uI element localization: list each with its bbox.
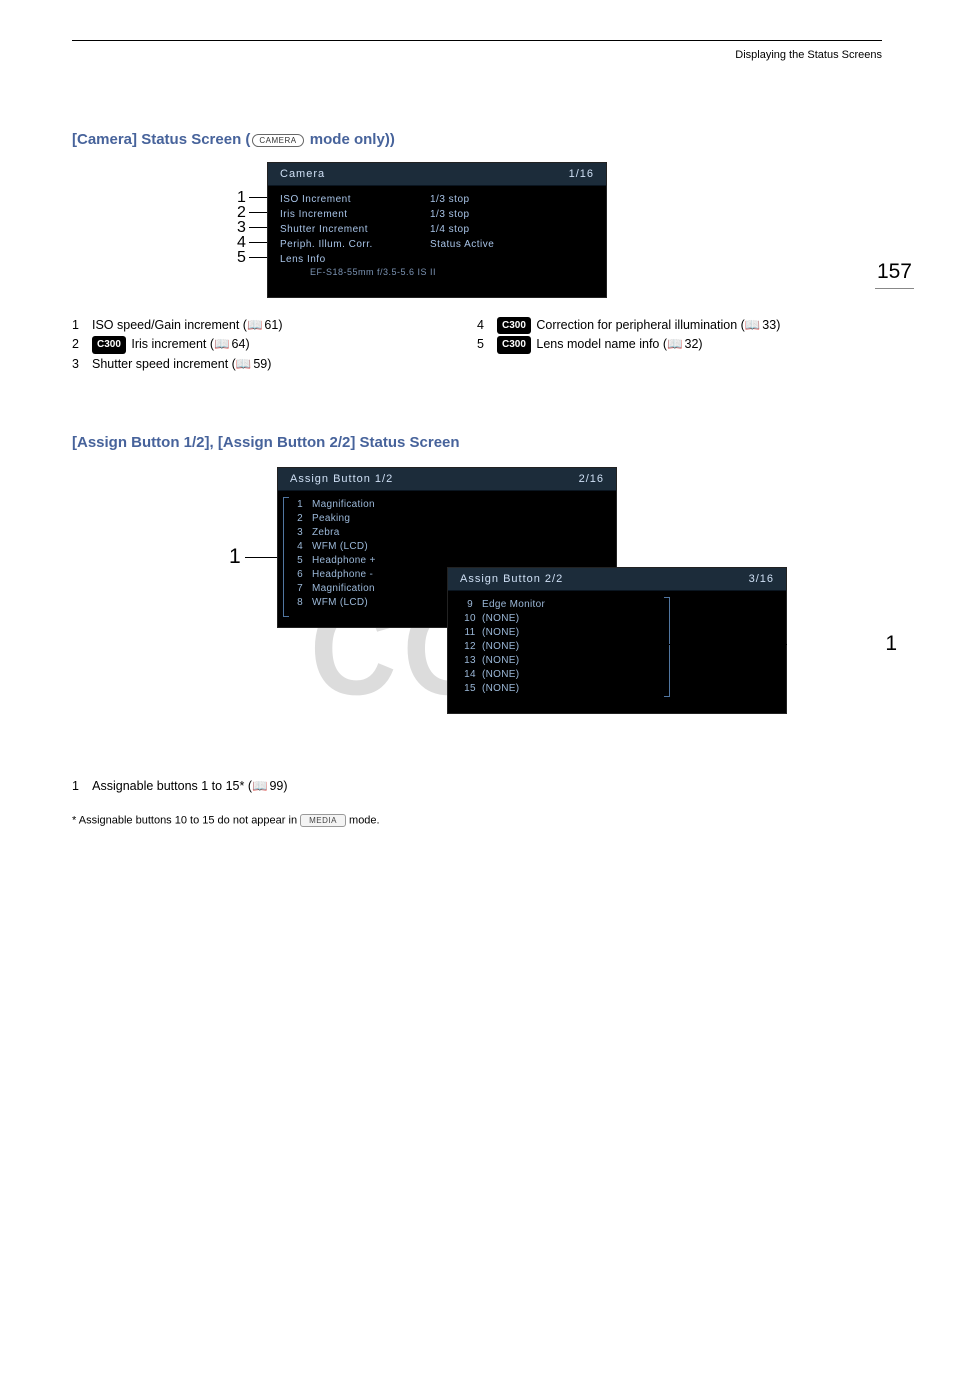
cs-row-label: Lens Info	[280, 254, 430, 265]
page-ref-icon: 📖	[252, 777, 266, 796]
assign2-header: Assign Button 2/2 3/16	[448, 568, 786, 591]
camera-screen-page: 1/16	[569, 168, 594, 180]
cs-row-value: 1/3 stop	[430, 209, 470, 220]
camera-callout-3: 3	[237, 220, 246, 235]
camera-callout-4: 4	[237, 235, 246, 250]
legend-text: C300 Iris increment (📖 64)	[92, 335, 250, 354]
assign-callout-right: 1	[885, 632, 897, 656]
legend-text: C300 Lens model name info (📖 32)	[497, 335, 703, 354]
legend-item: 4 C300 Correction for peripheral illumin…	[477, 316, 882, 335]
legend-num: 3	[72, 355, 92, 374]
page-ref-icon: 📖	[667, 335, 681, 354]
callout-line	[657, 644, 787, 645]
camera-screen-title: Camera	[280, 168, 325, 180]
legend-num: 2	[72, 335, 92, 354]
legend-num: 4	[477, 316, 497, 335]
c300-badge: C300	[497, 336, 531, 354]
camera-callout-2: 2	[237, 205, 246, 220]
legend-num: 5	[477, 335, 497, 354]
page-ref-icon: 📖	[236, 355, 250, 374]
assign2-body: 9Edge Monitor 10(NONE) 11(NONE) 12(NONE)…	[448, 591, 786, 713]
section1-paren-open: (	[245, 131, 250, 148]
cs-row-value: 1/4 stop	[430, 224, 470, 235]
cs-lens-sub: EF-S18-55mm f/3.5-5.6 IS II	[280, 267, 606, 277]
assign2-page: 3/16	[749, 573, 774, 585]
section1-title: [Camera] Status Screen (CAMERA mode only…	[72, 131, 882, 148]
bracket-icon	[283, 497, 289, 617]
section1-paren-text: mode only)	[306, 131, 390, 148]
legend-text: Shutter speed increment (📖 59)	[92, 355, 271, 374]
assign1-page: 2/16	[579, 473, 604, 485]
cs-row-value: Status Active	[430, 239, 494, 250]
cs-row-label: Shutter Increment	[280, 224, 430, 235]
c300-badge: C300	[92, 336, 126, 354]
camera-screen-body: ISO Increment1/3 stop Iris Increment1/3 …	[268, 186, 606, 297]
camera-status-figure: 1 2 3 4 5 Camera 1/16 ISO Increment1/3 s…	[237, 162, 717, 298]
section2-title: [Assign Button 1/2], [Assign Button 2/2]…	[72, 434, 882, 451]
camera-callout-5: 5	[237, 250, 246, 265]
assign1-header: Assign Button 1/2 2/16	[278, 468, 616, 491]
legend-text: ISO speed/Gain increment (📖 61)	[92, 316, 283, 335]
assign2-title: Assign Button 2/2	[460, 573, 563, 585]
callout-line	[245, 557, 281, 558]
legend-item: 2 C300 Iris increment (📖 64)	[72, 335, 477, 354]
section1-title-text: [Camera] Status Screen	[72, 131, 241, 148]
footnote: * Assignable buttons 10 to 15 do not app…	[72, 814, 882, 827]
page-ref-icon: 📖	[247, 316, 261, 335]
assign-legend-item: 1 Assignable buttons 1 to 15* (📖 99)	[72, 777, 882, 796]
legend-item: 1 ISO speed/Gain increment (📖 61)	[72, 316, 477, 335]
assign-button-figure: 1 Assign Button 1/2 2/16 1Magnification …	[157, 467, 797, 747]
cs-row-label: ISO Increment	[280, 194, 430, 205]
cs-row-label: Iris Increment	[280, 209, 430, 220]
camera-callout-numbers: 1 2 3 4 5	[237, 190, 246, 265]
legend-item: 5 C300 Lens model name info (📖 32)	[477, 335, 882, 354]
legend-text: C300 Correction for peripheral illuminat…	[497, 316, 780, 335]
camera-screen-header: Camera 1/16	[268, 163, 606, 186]
assign-button-screen-2: Assign Button 2/2 3/16 9Edge Monitor 10(…	[447, 567, 787, 714]
section1-paren-close: )	[390, 131, 395, 148]
legend-num: 1	[72, 316, 92, 335]
assign1-title: Assign Button 1/2	[290, 473, 393, 485]
cs-row-label: Periph. Illum. Corr.	[280, 239, 430, 250]
legend-item: 3 Shutter speed increment (📖 59)	[72, 355, 477, 374]
media-mode-badge: MEDIA	[300, 814, 346, 827]
camera-status-screen: Camera 1/16 ISO Increment1/3 stop Iris I…	[267, 162, 607, 298]
camera-callout-legend: 1 ISO speed/Gain increment (📖 61) 2 C300…	[72, 316, 882, 374]
header-running-title: Displaying the Status Screens	[0, 41, 954, 61]
bracket-icon	[664, 597, 670, 697]
page-ref-icon: 📖	[745, 316, 759, 335]
camera-callout-1: 1	[237, 190, 246, 205]
cs-row-value: 1/3 stop	[430, 194, 470, 205]
assign-legend-num: 1	[72, 779, 79, 793]
assign-callout-left: 1	[229, 545, 241, 569]
c300-badge: C300	[497, 317, 531, 335]
camera-mode-badge: CAMERA	[252, 134, 303, 147]
page-ref-icon: 📖	[214, 335, 228, 354]
